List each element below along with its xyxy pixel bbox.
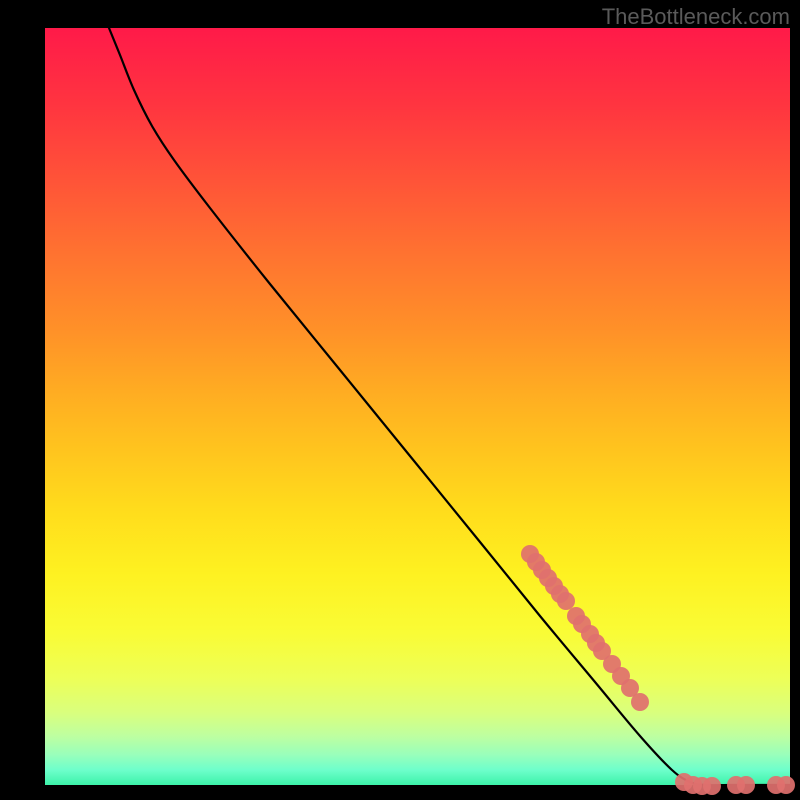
- data-marker: [737, 776, 755, 794]
- data-marker: [631, 693, 649, 711]
- bottleneck-curve: [109, 28, 790, 785]
- data-marker: [777, 776, 795, 794]
- chart-container: TheBottleneck.com: [0, 0, 800, 800]
- data-marker: [703, 777, 721, 795]
- data-marker: [557, 592, 575, 610]
- attribution-text: TheBottleneck.com: [602, 4, 790, 30]
- curve-layer: [0, 0, 800, 800]
